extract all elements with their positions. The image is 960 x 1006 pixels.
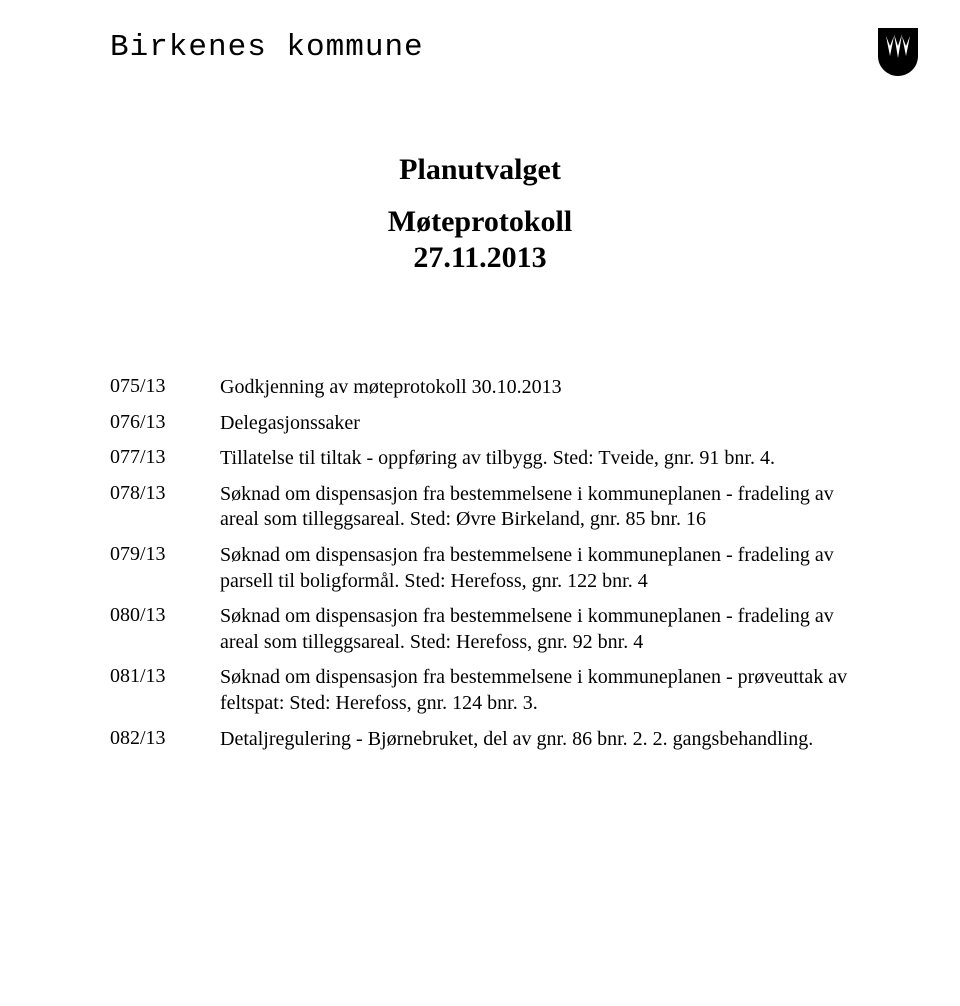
document-page: Birkenes kommune Planutvalget Møteprotok… (0, 0, 960, 1006)
municipal-crest-icon (876, 26, 920, 83)
agenda-item-id: 079/13 (110, 543, 220, 604)
agenda-item-id: 076/13 (110, 411, 220, 447)
agenda-row: 076/13 Delegasjonssaker (110, 411, 850, 447)
agenda-item-id: 081/13 (110, 665, 220, 726)
organization-name: Birkenes kommune (110, 30, 424, 65)
agenda-row: 081/13 Søknad om dispensasjon fra bestem… (110, 665, 850, 726)
agenda-row: 075/13 Godkjenning av møteprotokoll 30.1… (110, 375, 850, 411)
meeting-date: 27.11.2013 (110, 241, 850, 275)
agenda-item-id: 075/13 (110, 375, 220, 411)
header-row: Birkenes kommune (110, 30, 850, 83)
agenda-item-desc: Delegasjonssaker (220, 411, 850, 447)
agenda-item-desc: Godkjenning av møteprotokoll 30.10.2013 (220, 375, 850, 411)
agenda-item-id: 082/13 (110, 727, 220, 763)
agenda-item-desc: Søknad om dispensasjon fra bestemmelsene… (220, 543, 850, 604)
agenda-table: 075/13 Godkjenning av møteprotokoll 30.1… (110, 375, 850, 762)
agenda-row: 078/13 Søknad om dispensasjon fra bestem… (110, 482, 850, 543)
agenda-item-desc: Søknad om dispensasjon fra bestemmelsene… (220, 604, 850, 665)
committee-title: Planutvalget (110, 153, 850, 187)
agenda-item-desc: Tillatelse til tiltak - oppføring av til… (220, 446, 850, 482)
title-block: Planutvalget Møteprotokoll 27.11.2013 (110, 153, 850, 275)
agenda-item-desc: Søknad om dispensasjon fra bestemmelsene… (220, 482, 850, 543)
agenda-item-desc: Detaljregulering - Bjørnebruket, del av … (220, 727, 850, 763)
agenda-row: 079/13 Søknad om dispensasjon fra bestem… (110, 543, 850, 604)
agenda-row: 082/13 Detaljregulering - Bjørnebruket, … (110, 727, 850, 763)
document-type-title: Møteprotokoll (110, 205, 850, 239)
agenda-row: 080/13 Søknad om dispensasjon fra bestem… (110, 604, 850, 665)
agenda-item-desc: Søknad om dispensasjon fra bestemmelsene… (220, 665, 850, 726)
agenda-item-id: 077/13 (110, 446, 220, 482)
agenda-item-id: 080/13 (110, 604, 220, 665)
agenda-row: 077/13 Tillatelse til tiltak - oppføring… (110, 446, 850, 482)
agenda-block: 075/13 Godkjenning av møteprotokoll 30.1… (110, 375, 850, 762)
agenda-item-id: 078/13 (110, 482, 220, 543)
